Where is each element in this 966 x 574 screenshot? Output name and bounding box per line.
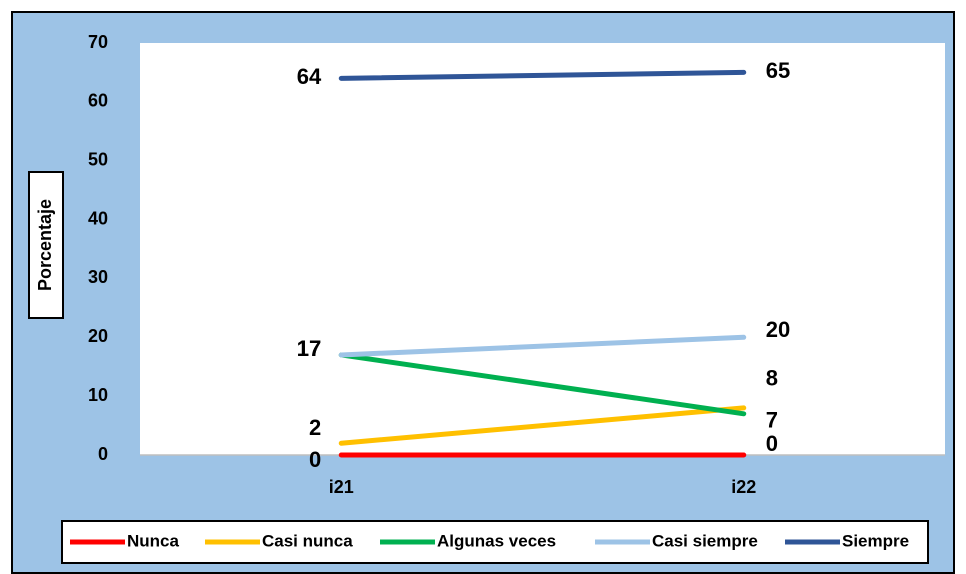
legend-label: Casi nunca <box>262 531 353 550</box>
y-tick-label: 50 <box>88 149 108 169</box>
data-label: 17 <box>297 336 321 361</box>
legend-label: Algunas veces <box>437 531 556 550</box>
legend-label: Siempre <box>842 531 909 550</box>
y-tick-label: 60 <box>88 91 108 111</box>
y-tick-label: 30 <box>88 267 108 287</box>
data-label: 8 <box>766 366 778 391</box>
data-label: 17 <box>297 336 321 361</box>
y-tick-label: 10 <box>88 385 108 405</box>
series-line <box>338 405 747 446</box>
series-line <box>338 334 747 358</box>
y-axis-label: Porcentaje <box>35 199 55 291</box>
x-tick-label: i21 <box>329 477 354 497</box>
x-tick-label: i22 <box>731 477 756 497</box>
y-tick-label: 70 <box>88 32 108 52</box>
series-line <box>338 352 747 417</box>
series-line <box>338 69 747 81</box>
data-label: 2 <box>309 415 321 440</box>
data-label: 20 <box>766 317 790 342</box>
y-label-box <box>28 171 64 319</box>
data-label: 0 <box>309 447 321 472</box>
y-tick-label: 20 <box>88 326 108 346</box>
data-label: 7 <box>766 408 778 433</box>
y-tick-label: 40 <box>88 208 108 228</box>
y-tick-label: 0 <box>98 444 108 464</box>
legend-label: Nunca <box>127 531 180 550</box>
data-label: 65 <box>766 58 790 83</box>
plot-area <box>140 43 945 455</box>
legend-label: Casi siempre <box>652 531 758 550</box>
data-label: 0 <box>766 431 778 456</box>
data-label: 64 <box>297 64 322 89</box>
